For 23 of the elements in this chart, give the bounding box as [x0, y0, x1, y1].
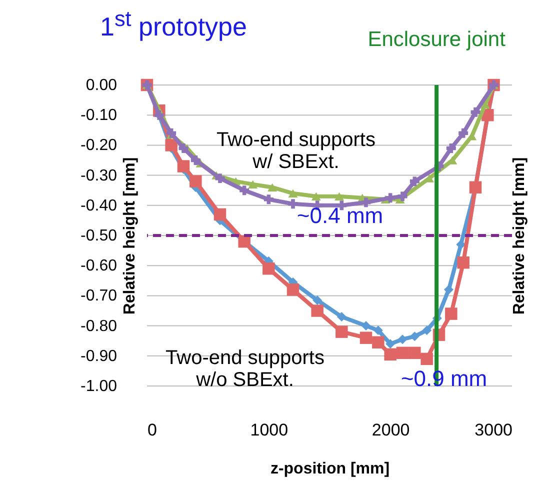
y-tick-label: 0.00: [86, 77, 118, 94]
y-axis-title: Relative height [mm]: [122, 157, 138, 315]
annotation: ~0.4 mm: [296, 203, 384, 228]
x-tick-label: 1000: [250, 420, 288, 440]
y-tick-label: -0.90: [80, 348, 118, 365]
y-tick-label: -0.10: [80, 107, 118, 124]
y-tick-label: -0.70: [80, 288, 118, 305]
ref-line-label: Enclosure joint: [368, 28, 506, 51]
y-tick-label: -0.50: [80, 228, 118, 244]
y-tick-label: -0.80: [80, 318, 118, 335]
x-tick-label: 2000: [372, 420, 410, 440]
y2-axis-title: Relative height [mm]: [511, 157, 529, 315]
x-tick-label: 0: [148, 420, 157, 440]
y-tick-label: -0.60: [80, 258, 118, 275]
annotation: Two-end supports w/o SBExt.: [166, 347, 324, 391]
x-tick-label: 3000: [474, 420, 512, 440]
y-tick-label: -0.20: [80, 137, 118, 154]
x-axis-title: z-position [mm]: [270, 460, 390, 478]
y-tick-label: -0.30: [80, 167, 118, 184]
y-tick-label: -0.40: [80, 197, 118, 214]
y-tick-label: -1.00: [80, 378, 118, 395]
annotation: Two-end supports w/ SBExt.: [216, 129, 376, 173]
chart-title: 1$^{st}$ prototype: [100, 6, 247, 43]
